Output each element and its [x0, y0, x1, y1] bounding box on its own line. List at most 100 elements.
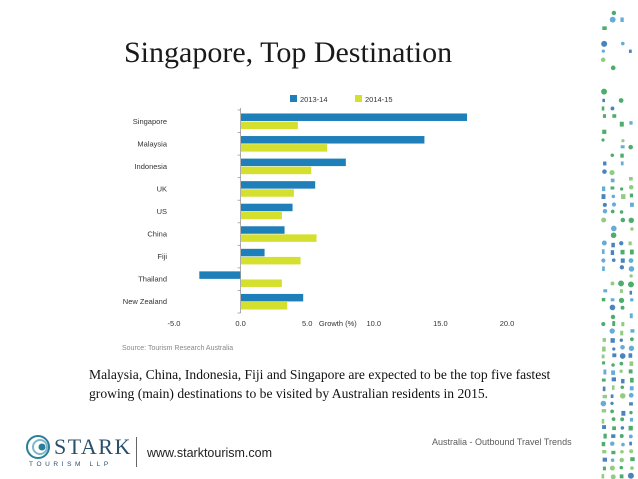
deco-shape: [619, 289, 623, 293]
bar-2013-14-indonesia: [240, 158, 346, 167]
deco-shape: [628, 266, 635, 272]
deco-shape: [628, 241, 632, 246]
deco-shape: [621, 378, 625, 384]
deco-shape: [601, 409, 607, 413]
deco-shape: [611, 258, 616, 262]
deco-shape: [609, 304, 616, 311]
bar-2013-14-fiji: [240, 248, 265, 257]
legend-swatch-1: [355, 95, 362, 102]
logo-divider: [136, 437, 137, 467]
deco-shape: [628, 49, 632, 53]
deco-shape: [630, 298, 634, 302]
deco-shape: [620, 161, 624, 166]
deco-shape: [610, 474, 616, 479]
deco-shape: [621, 194, 626, 199]
deco-shape: [628, 184, 634, 190]
category-label: Malaysia: [137, 139, 167, 148]
growth-bar-chart: 2013-14 2014-15 Singapore Malaysia Indonesia…: [122, 95, 515, 352]
deco-shape: [628, 177, 633, 181]
deco-shape: [628, 434, 633, 439]
slide-title: Singapore, Top Destination: [124, 36, 453, 69]
deco-shape: [602, 98, 606, 103]
deco-shape: [600, 400, 607, 407]
logo-subtitle: TOURISM LLP: [29, 461, 112, 468]
x-tick-label: -5.0: [168, 319, 181, 328]
deco-shape: [629, 402, 633, 406]
deco-shape: [601, 88, 607, 95]
deco-shape: [629, 417, 634, 422]
deco-shape: [630, 457, 635, 462]
deco-shape: [629, 249, 634, 255]
deco-shape: [601, 138, 605, 142]
deco-shape: [627, 281, 634, 288]
deco-shape: [612, 347, 616, 351]
deco-shape: [628, 353, 633, 358]
deco-shape: [611, 370, 616, 375]
deco-shape: [619, 434, 624, 439]
deco-shape: [611, 242, 615, 248]
x-axis-label: Growth (%): [319, 319, 357, 328]
deco-shape: [611, 377, 617, 382]
deco-shape: [610, 338, 615, 343]
x-tick-label: 15.0: [433, 319, 448, 328]
deco-shape: [612, 426, 617, 431]
deco-shape: [612, 353, 617, 358]
x-tick-label: 20.0: [500, 319, 515, 328]
category-label: UK: [157, 184, 167, 193]
category-label: Fiji: [157, 252, 167, 261]
deco-shape: [619, 353, 626, 359]
deco-shape: [629, 386, 634, 391]
deco-shape: [611, 363, 615, 367]
bar-2013-14-us: [240, 203, 293, 212]
deco-shape: [610, 186, 615, 190]
deco-shape: [601, 106, 605, 111]
x-tick-label: 5.0: [302, 319, 312, 328]
deco-shape: [628, 258, 634, 263]
bar-2013-14-new-zealand: [240, 293, 304, 302]
category-label: Indonesia: [134, 162, 167, 171]
deco-shape: [601, 217, 607, 223]
deco-shape: [610, 298, 615, 302]
deco-shape: [602, 450, 607, 454]
deco-shape: [601, 321, 606, 327]
deco-shape: [601, 418, 605, 424]
deco-shape: [602, 361, 606, 365]
deco-shape: [600, 57, 606, 63]
deco-shape: [610, 232, 617, 239]
deco-shape: [620, 153, 624, 158]
bar-2014-15-indonesia: [240, 166, 312, 175]
bar-2014-15-malaysia: [240, 144, 328, 152]
source-note: Source: Tourism Research Australia: [122, 345, 233, 352]
category-label: Singapore: [133, 117, 167, 126]
deco-shape: [619, 210, 624, 214]
bar-2014-15-thailand: [240, 279, 282, 287]
deco-shape: [619, 361, 624, 366]
deco-shape: [603, 161, 607, 166]
deco-shape: [611, 385, 615, 390]
decorative-pattern-strip: [600, 10, 635, 479]
bar-2014-15-new-zealand: [240, 302, 288, 310]
deco-shape: [628, 369, 633, 374]
legend-label-1: 2014-15: [365, 95, 393, 104]
deco-shape: [603, 433, 607, 439]
deco-shape: [620, 449, 624, 454]
deco-shape: [629, 410, 633, 415]
deco-shape: [620, 41, 625, 46]
deco-shape: [619, 187, 624, 191]
deco-shape: [610, 441, 615, 446]
deco-shape: [610, 65, 616, 71]
deco-shape: [629, 449, 634, 454]
deco-shape: [602, 466, 606, 471]
legend-label-0: 2013-14: [300, 95, 328, 104]
legend-swatch-0: [290, 95, 297, 102]
deco-shape: [628, 217, 634, 224]
deco-shape: [602, 169, 607, 174]
website-url: www.starktourism.com: [147, 446, 273, 460]
deco-shape: [610, 394, 614, 398]
deco-shape: [611, 450, 616, 455]
deco-shape: [602, 26, 607, 31]
bar-2013-14-uk: [240, 181, 316, 189]
deco-shape: [630, 466, 634, 470]
deco-shape: [610, 153, 615, 158]
deco-shape: [611, 194, 616, 199]
